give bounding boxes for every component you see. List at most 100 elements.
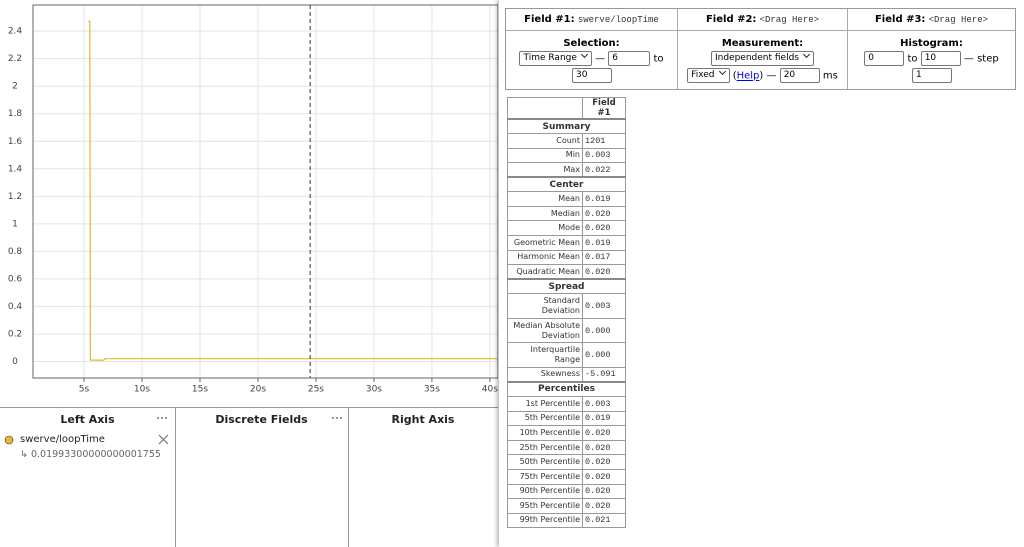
value: <Drag Here> [759, 15, 820, 25]
y-tick-label: 0.6 [8, 274, 23, 284]
stat-name: 1st Percentile [507, 395, 583, 412]
stat-name: Mode [507, 220, 583, 237]
stat-value: 1201 [582, 133, 626, 149]
stat-name: 95th Percentile [507, 498, 583, 514]
stat-value: 0.020 [582, 425, 626, 441]
remove-field[interactable] [158, 434, 169, 445]
discrete-fields-title: Discrete Fields [215, 413, 308, 426]
stat-value: 0.022 [582, 162, 626, 178]
stat-value: 0.003 [582, 293, 626, 319]
stat-value: 0.019 [582, 410, 626, 427]
value: <Drag Here> [928, 15, 989, 25]
stats-row: 90th Percentile 0.020 [507, 483, 626, 500]
stat-name: Mean [507, 191, 583, 207]
text: — [766, 70, 777, 82]
line-chart: 0 0.2 0.4 0.6 0.8 1 1.2 1.4 1.6 1.8 2 2.2 2.4 5s 10s 15… [8, 4, 498, 395]
input[interactable]: 30 [572, 68, 612, 83]
measurement: Measurement: Independent fields Fixed (H… [678, 31, 848, 89]
y-tick-label: 0.2 [8, 329, 22, 339]
field-3[interactable]: Field #3: <Drag Here> [848, 9, 1015, 31]
text: — [595, 53, 606, 65]
stat-value: 0.019 [582, 235, 626, 251]
input[interactable]: 10 [920, 51, 961, 66]
label: Field #3: [874, 14, 926, 25]
field-dot [4, 435, 14, 445]
stats-row: Harmonic Mean 0.017 [507, 249, 626, 266]
left-axis-menu[interactable] [155, 414, 171, 422]
x-tick-label: 30s [366, 385, 382, 395]
y-tick-label: 2.2 [8, 54, 22, 64]
stats-row: 5th Percentile 0.019 [507, 410, 626, 427]
discrete-menu[interactable] [330, 414, 346, 422]
text: ( [732, 70, 737, 82]
input[interactable]: 1 [912, 68, 952, 83]
stats-row: 99th Percentile 0.021 [507, 512, 626, 529]
x-tick-label: 5s [79, 385, 90, 395]
y-tick-label: 2.4 [8, 27, 23, 37]
text: — step [963, 53, 999, 65]
stat-name: 75th Percentile [507, 468, 583, 485]
stat-name: Skewness [507, 366, 583, 383]
stats-row: Summary [507, 118, 626, 134]
stats-row: Geometric Mean 0.019 [507, 235, 626, 251]
stats-row: Standard Deviation 0.003 [507, 293, 626, 319]
stat-name: Quadratic Mean [507, 264, 583, 280]
stat-name: 25th Percentile [507, 439, 583, 456]
stats-row: Spread [507, 278, 626, 295]
selection: Selection: Time Range — 6 to 30 [506, 31, 678, 89]
stats-row: 10th Percentile 0.020 [507, 425, 626, 441]
column-header: Field #1 [582, 97, 626, 120]
stats-row: Interquartile Range 0.000 [507, 342, 626, 368]
field-name[interactable]: swerve/loopTime [20, 434, 105, 445]
select[interactable]: Time Range [519, 51, 592, 66]
title: Measurement: [721, 38, 804, 49]
select[interactable]: Independent fields [710, 51, 814, 66]
stat-name: 5th Percentile [507, 410, 583, 427]
x-tick-label: 20s [250, 385, 266, 395]
y-tick-label: 1.6 [8, 137, 23, 147]
stat-value: 0.020 [582, 483, 626, 500]
histogram-chart: 02004006008001,0001,2001,400012345678910… [627, 95, 1024, 540]
histogram-settings: Histogram: 0 to 10 — step 1 [848, 31, 1015, 89]
stats-row: Mean 0.019 [507, 191, 626, 207]
stats-row: Mode 0.020 [507, 220, 626, 237]
stat-value: 0.020 [582, 468, 626, 485]
stats-table: Field #1 Summary Count 1201 Min 0.003 Max 0.022… [507, 97, 626, 529]
field-2[interactable]: Field #2: <Drag Here> [678, 9, 848, 31]
stats-row: 25th Percentile 0.020 [507, 439, 626, 456]
left-axis-title: Left Axis [60, 413, 115, 426]
title: Selection: [563, 38, 620, 49]
stat-value: 0.020 [582, 264, 626, 280]
x-tick-label: 25s [308, 385, 324, 395]
stats-row: Center [507, 176, 626, 193]
series-line [88, 20, 498, 361]
stat-name: Geometric Mean [507, 235, 583, 251]
stat-value: 0.003 [582, 395, 626, 412]
stat-value: -5.091 [582, 366, 626, 383]
label: Field #2: [705, 14, 757, 25]
x-tick-label: 35s [424, 385, 440, 395]
field-1[interactable]: Field #1: swerve/loopTime [506, 9, 678, 31]
input[interactable]: 20 [779, 68, 820, 83]
value: swerve/loopTime [577, 15, 659, 25]
stat-value: 0.017 [582, 249, 626, 266]
stats-row: Median Absolute Deviation 0.000 [507, 317, 626, 344]
stat-name: Max [507, 162, 583, 178]
label: Field #1: [524, 14, 575, 25]
stat-name: Median Absolute Deviation [507, 317, 583, 344]
help-link[interactable]: Help [736, 70, 760, 82]
stats-row: Skewness -5.091 [507, 366, 626, 383]
stat-value: 0.020 [582, 439, 626, 456]
section-title: Spread [507, 278, 626, 295]
stat-value: 0.003 [582, 147, 626, 164]
stats-row: 1st Percentile 0.003 [507, 395, 626, 412]
select[interactable]: Fixed [687, 68, 730, 83]
plot-frame [32, 4, 498, 379]
stat-name: Harmonic Mean [507, 249, 583, 266]
stat-name: Standard Deviation [507, 293, 583, 319]
stat-name: 90th Percentile [507, 483, 583, 500]
stats-row: Min 0.003 [507, 147, 626, 164]
input[interactable]: 6 [608, 51, 651, 66]
input[interactable]: 0 [864, 51, 905, 66]
